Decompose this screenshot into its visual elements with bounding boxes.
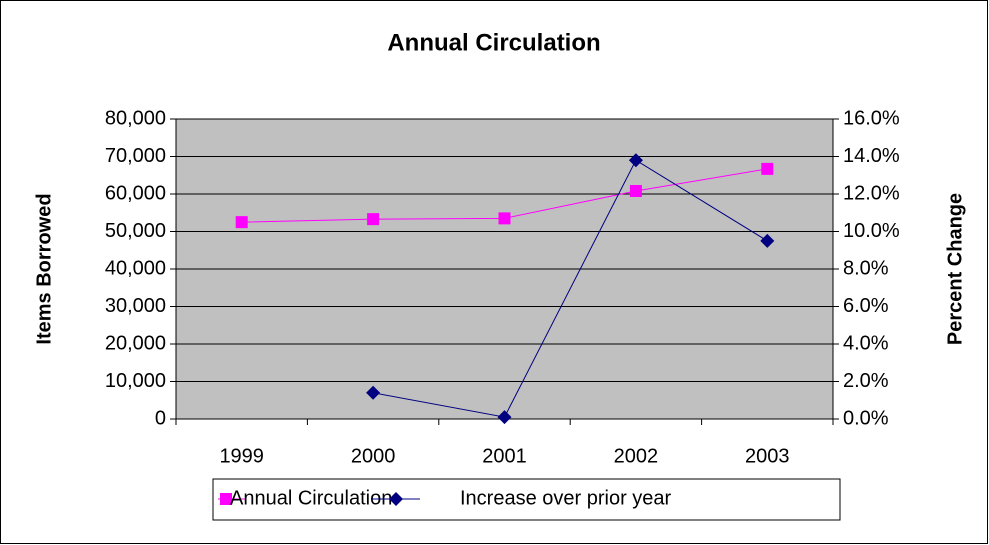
legend-label: Annual Circulation <box>230 487 392 509</box>
legend-label: Increase over prior year <box>460 487 672 509</box>
y-tick-label: 20,000 <box>105 332 166 354</box>
legend-marker <box>389 492 403 506</box>
marker <box>761 162 774 175</box>
marker <box>497 410 512 425</box>
y-tick-label: 40,000 <box>105 257 166 279</box>
y2-tick-label: 0.0% <box>843 407 889 429</box>
y2-tick-label: 10.0% <box>843 220 900 242</box>
y2-tick-label: 12.0% <box>843 182 900 204</box>
x-tick-label: 2001 <box>482 445 527 467</box>
y2-tick-label: 16.0% <box>843 107 900 129</box>
y2-tick-label: 6.0% <box>843 295 889 317</box>
y-axis-title: Items Borrowed <box>33 193 55 344</box>
marker <box>760 233 775 248</box>
y2-tick-label: 4.0% <box>843 332 889 354</box>
y-tick-label: 0 <box>155 407 166 429</box>
y-tick-label: 70,000 <box>105 145 166 167</box>
y2-axis-title: Percent Change <box>944 193 966 345</box>
legend-box <box>212 478 841 521</box>
y-tick-label: 50,000 <box>105 220 166 242</box>
y2-tick-label: 8.0% <box>843 257 889 279</box>
y-tick-label: 10,000 <box>105 370 166 392</box>
y2-tick-label: 2.0% <box>843 370 889 392</box>
marker <box>628 153 643 168</box>
marker <box>367 213 380 226</box>
x-tick-label: 2002 <box>614 445 659 467</box>
marker <box>498 212 511 225</box>
y-tick-label: 30,000 <box>105 295 166 317</box>
x-tick-label: 1999 <box>219 445 264 467</box>
y2-tick-label: 14.0% <box>843 145 900 167</box>
legend-marker <box>220 493 232 505</box>
x-tick-label: 2000 <box>351 445 396 467</box>
y-tick-label: 80,000 <box>105 107 166 129</box>
marker <box>235 216 248 229</box>
marker <box>366 385 381 400</box>
chart-title: Annual Circulation <box>387 29 600 56</box>
y-tick-label: 60,000 <box>105 182 166 204</box>
marker <box>629 185 642 197</box>
series-line <box>373 159 768 418</box>
x-tick-label: 2003 <box>745 445 790 467</box>
